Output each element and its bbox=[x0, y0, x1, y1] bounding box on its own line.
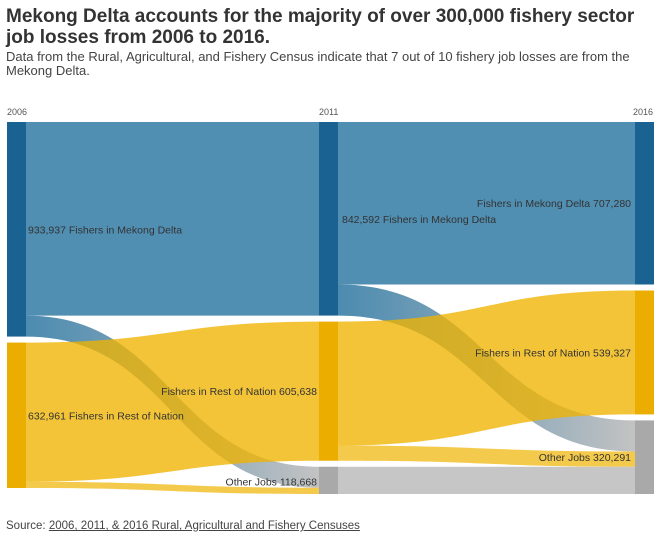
node-label-o16: Other Jobs 320,291 bbox=[539, 452, 631, 464]
year-label-2006: 2006 bbox=[7, 107, 27, 117]
flow-link-r06-o11 bbox=[26, 481, 319, 494]
flow-link-o11-o16 bbox=[338, 466, 635, 494]
flow-link-r06-r11 bbox=[26, 321, 319, 482]
node-bar-r11 bbox=[319, 321, 338, 461]
node-bar-m06 bbox=[7, 122, 26, 337]
flow-link-r11-o16 bbox=[338, 445, 635, 467]
node-bar-o11 bbox=[319, 466, 338, 494]
year-label-2016: 2016 bbox=[633, 107, 653, 117]
chart-subtitle: Data from the Rural, Agricultural, and F… bbox=[6, 49, 630, 78]
flow-link-r11-r16 bbox=[338, 290, 635, 446]
node-bar-r06 bbox=[7, 342, 26, 488]
label-layer: 933,937 Fishers in Mekong Delta 632,961 F… bbox=[28, 198, 631, 488]
node-bar-m11 bbox=[319, 122, 338, 316]
node-label-r11: Fishers in Rest of Nation 605,638 bbox=[161, 386, 317, 398]
node-layer bbox=[7, 122, 654, 494]
source-link[interactable]: 2006, 2011, & 2016 Rural, Agricultural a… bbox=[48, 520, 360, 532]
node-label-r16: Fishers in Rest of Nation 539,327 bbox=[475, 347, 631, 359]
source-note: Source: 2006, 2011, & 2016 Rural, Agricu… bbox=[6, 520, 360, 532]
flow-link-m06-m11 bbox=[26, 122, 319, 316]
node-label-r06: 632,961 Fishers in Rest of Nation bbox=[28, 410, 184, 422]
node-bar-m16 bbox=[635, 122, 654, 285]
year-label-2011: 2011 bbox=[319, 107, 338, 117]
node-bar-o16 bbox=[635, 420, 654, 494]
flow-link-m11-m16 bbox=[338, 122, 635, 285]
node-label-m16: Fishers in Mekong Delta 707,280 bbox=[477, 198, 631, 210]
node-label-m11: 842,592 Fishers in Mekong Delta bbox=[342, 214, 496, 226]
node-label-o11: Other Jobs 118,668 bbox=[226, 476, 318, 488]
chart-title: Mekong Delta accounts for the majority o… bbox=[6, 6, 635, 48]
source-prefix: Source: bbox=[6, 520, 49, 532]
node-bar-r16 bbox=[635, 290, 654, 415]
node-label-m06: 933,937 Fishers in Mekong Delta bbox=[28, 224, 182, 236]
link-layer bbox=[26, 122, 635, 494]
